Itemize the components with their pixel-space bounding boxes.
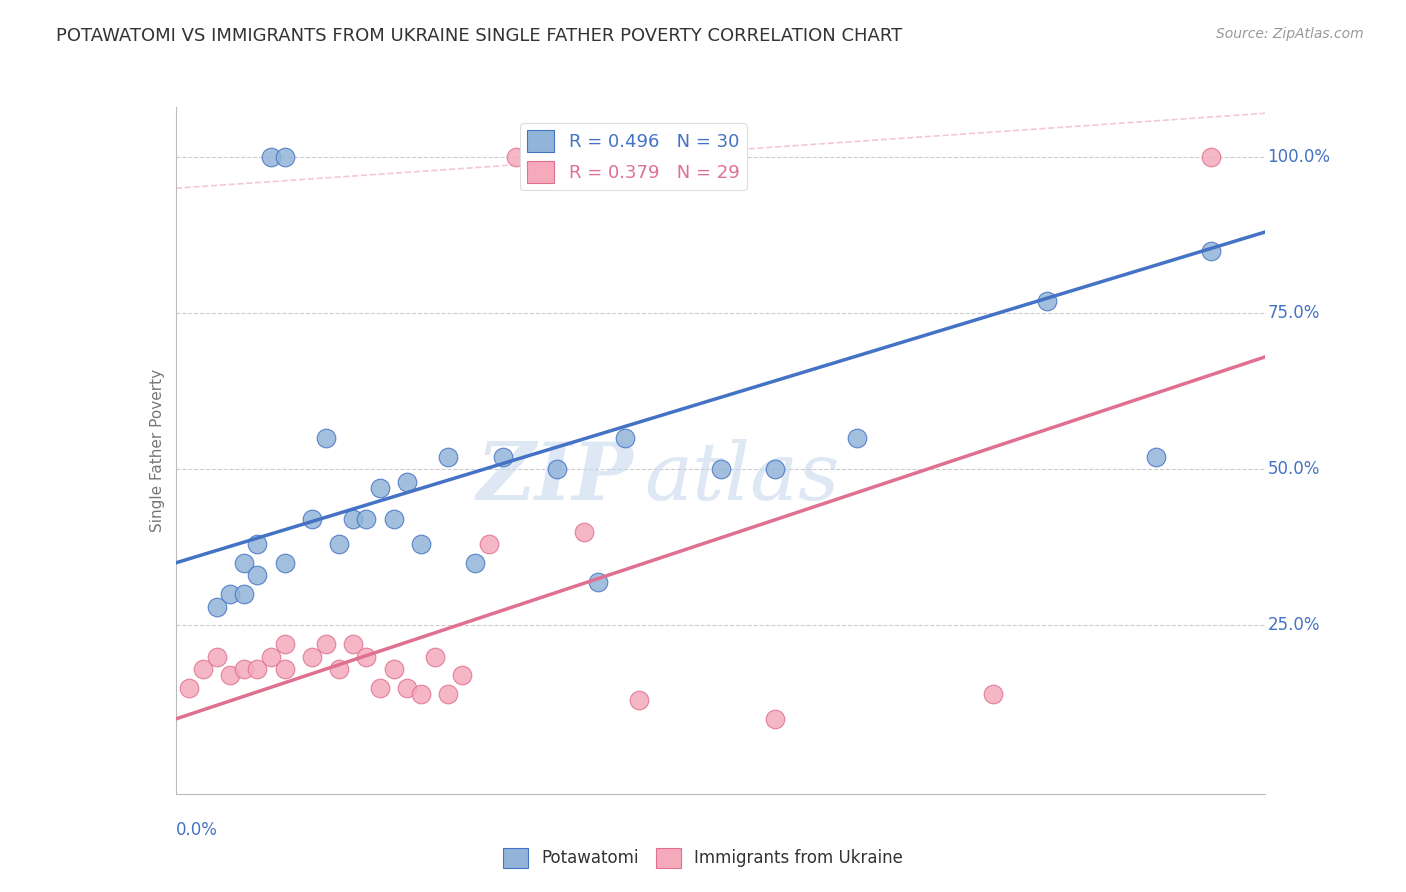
Point bbox=[492, 450, 515, 464]
Point bbox=[437, 450, 460, 464]
Point bbox=[533, 150, 555, 164]
Point bbox=[356, 649, 378, 664]
Y-axis label: Single Father Poverty: Single Father Poverty bbox=[149, 369, 165, 532]
Text: ZIP: ZIP bbox=[477, 439, 633, 516]
Point bbox=[1144, 450, 1167, 464]
Point bbox=[274, 150, 297, 164]
Text: atlas: atlas bbox=[644, 439, 839, 516]
Point bbox=[396, 475, 419, 489]
Point bbox=[246, 662, 269, 676]
Point bbox=[1036, 293, 1059, 308]
Point bbox=[356, 512, 378, 526]
Point bbox=[1199, 150, 1222, 164]
Point bbox=[478, 537, 501, 551]
Point bbox=[246, 537, 269, 551]
Point bbox=[464, 556, 486, 570]
Point bbox=[1199, 244, 1222, 258]
Point bbox=[246, 568, 269, 582]
Point bbox=[368, 481, 391, 495]
Point bbox=[219, 668, 242, 682]
Text: 25.0%: 25.0% bbox=[1268, 616, 1320, 634]
Point bbox=[274, 556, 297, 570]
Point bbox=[232, 556, 254, 570]
Point bbox=[614, 431, 637, 445]
Text: 100.0%: 100.0% bbox=[1268, 148, 1330, 166]
Point bbox=[574, 524, 596, 539]
Point bbox=[845, 431, 868, 445]
Point bbox=[627, 693, 650, 707]
Point bbox=[274, 662, 297, 676]
Point bbox=[315, 431, 337, 445]
Point bbox=[260, 150, 283, 164]
Point bbox=[505, 150, 527, 164]
Point bbox=[232, 662, 254, 676]
Point bbox=[219, 587, 242, 601]
Point bbox=[260, 649, 283, 664]
Point bbox=[437, 687, 460, 701]
Text: 0.0%: 0.0% bbox=[176, 822, 218, 839]
Text: 50.0%: 50.0% bbox=[1268, 460, 1320, 478]
Point bbox=[342, 637, 364, 651]
Legend: Potawatomi, Immigrants from Ukraine: Potawatomi, Immigrants from Ukraine bbox=[496, 841, 910, 875]
Point bbox=[191, 662, 214, 676]
Point bbox=[763, 712, 786, 726]
Point bbox=[423, 649, 446, 664]
Point bbox=[274, 637, 297, 651]
Point bbox=[301, 649, 323, 664]
Point bbox=[981, 687, 1004, 701]
Text: POTAWATOMI VS IMMIGRANTS FROM UKRAINE SINGLE FATHER POVERTY CORRELATION CHART: POTAWATOMI VS IMMIGRANTS FROM UKRAINE SI… bbox=[56, 27, 903, 45]
Point bbox=[368, 681, 391, 695]
Point bbox=[232, 587, 254, 601]
Text: 75.0%: 75.0% bbox=[1268, 304, 1320, 322]
Point bbox=[328, 537, 350, 551]
Point bbox=[546, 462, 568, 476]
Point bbox=[763, 462, 786, 476]
Point bbox=[342, 512, 364, 526]
Point bbox=[586, 574, 609, 589]
Point bbox=[205, 649, 228, 664]
Point bbox=[409, 687, 432, 701]
Point bbox=[315, 637, 337, 651]
Point bbox=[328, 662, 350, 676]
Text: Source: ZipAtlas.com: Source: ZipAtlas.com bbox=[1216, 27, 1364, 41]
Point bbox=[382, 512, 405, 526]
Legend: R = 0.496   N = 30, R = 0.379   N = 29: R = 0.496 N = 30, R = 0.379 N = 29 bbox=[520, 123, 747, 191]
Point bbox=[409, 537, 432, 551]
Point bbox=[382, 662, 405, 676]
Point bbox=[396, 681, 419, 695]
Point bbox=[301, 512, 323, 526]
Point bbox=[179, 681, 201, 695]
Point bbox=[205, 599, 228, 614]
Point bbox=[710, 462, 733, 476]
Point bbox=[450, 668, 472, 682]
